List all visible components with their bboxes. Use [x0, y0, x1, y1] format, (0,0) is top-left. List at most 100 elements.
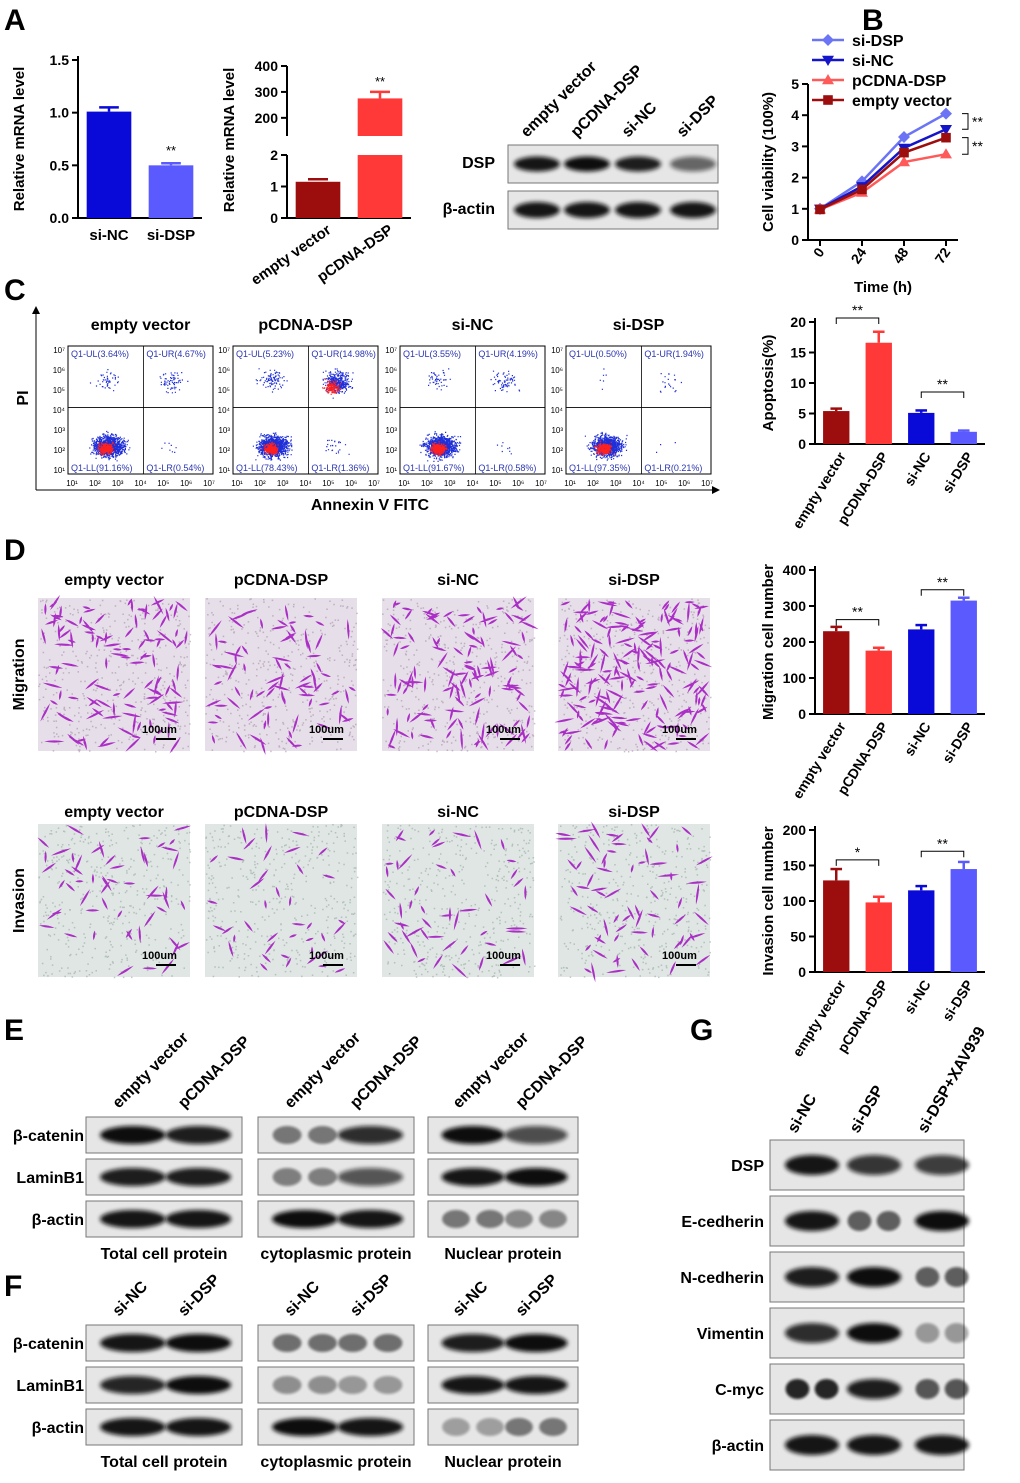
flow-x-tick: 10² [421, 479, 433, 488]
y-tick-label: 100 [783, 893, 807, 909]
data-point [940, 148, 952, 159]
flow-y-tick: 10⁷ [218, 346, 230, 355]
flow-y-tick: 10² [218, 446, 230, 455]
y-tick-label: 5 [791, 76, 799, 92]
x-axis-label: Time (h) [854, 279, 912, 296]
blot-caption: Total cell protein [101, 1246, 228, 1263]
row-label: β-actin [443, 201, 495, 218]
bar-lower-part [357, 155, 403, 218]
blot-band [337, 1210, 404, 1228]
flow-plot-title: empty vector [91, 317, 191, 334]
lane-label: si-DSP [674, 92, 723, 141]
quadrant-ul: Q1-UL(0.50%) [569, 349, 627, 359]
blot-band [847, 1379, 901, 1399]
flow-x-tick: 10⁴ [632, 479, 645, 488]
flow-x-tick: 10³ [277, 479, 289, 488]
blot-band [785, 1211, 839, 1231]
lane-label: si-NC [450, 1278, 492, 1320]
flow-x-tick: 10⁷ [701, 479, 713, 488]
lane-label: si-NC [110, 1278, 152, 1320]
blot-band [476, 1210, 504, 1228]
y-axis-label: Invasion cell number [760, 826, 777, 975]
transwell-image: pCDNA-DSP 100um [205, 804, 359, 978]
y-axis-label: Relative mRNA level [11, 67, 28, 212]
flow-y-tick: 10⁷ [385, 346, 397, 355]
y-tick-label: 1.0 [50, 105, 70, 121]
row-label: β-catenin [13, 1336, 84, 1353]
y-tick-label: 300 [255, 84, 279, 100]
legend-label: pCDNA-DSP [852, 73, 947, 90]
membrane-background [205, 824, 357, 977]
quadrant-ul: Q1-UL(5.23%) [236, 349, 294, 359]
bar [908, 629, 935, 714]
bar [950, 869, 977, 972]
flow-x-tick: 10⁶ [180, 479, 192, 488]
blot-band [847, 1435, 901, 1455]
lane-label: si-DSP [513, 1271, 562, 1320]
flow-y-tick: 10¹ [218, 466, 230, 475]
blot-band [337, 1126, 404, 1144]
membrane-background [382, 824, 534, 977]
x-tick-label: si-NC [89, 227, 128, 244]
transwell-image: empty vector 100um [37, 804, 192, 979]
data-point [823, 95, 833, 105]
panel-letter-g: G [690, 1014, 713, 1047]
data-point [898, 156, 910, 167]
scale-bar-label: 100um [142, 724, 177, 736]
blot-band [100, 1418, 166, 1436]
blot-band [915, 1379, 940, 1399]
data-point [815, 204, 825, 215]
y-tick-label: 10 [790, 375, 806, 391]
row-label: Vimentin [697, 1326, 764, 1343]
membrane-background [558, 824, 710, 977]
blot-band [785, 1323, 839, 1343]
scale-bar-label: 100um [662, 950, 697, 962]
blot-band [337, 1168, 404, 1186]
row-label: C-myc [715, 1382, 764, 1399]
flow-dots [97, 441, 116, 456]
transwell-images-d: Migration empty vector 100um pCDNA-DSP 100um… [11, 572, 713, 983]
scale-bar-label: 100um [309, 950, 344, 962]
flow-y-tick: 10⁶ [218, 366, 230, 375]
flow-plot-frame [399, 345, 546, 475]
blot-band [373, 1376, 403, 1394]
blot-band [337, 1418, 404, 1436]
flow-plot-frame [565, 345, 712, 475]
flow-y-tick: 10⁶ [385, 366, 397, 375]
y-tick-label: 300 [783, 598, 807, 614]
flow-x-tick: 10⁷ [535, 479, 547, 488]
blot-band [476, 1418, 504, 1436]
western-blot-f: β-catenin LaminB1 β-actin si-NC si-DSP Total … [13, 1271, 579, 1471]
x-tick-label: 24 [847, 244, 869, 266]
blot-band [442, 1210, 470, 1228]
quadrant-lr: Q1-LR(0.21%) [644, 463, 702, 473]
data-point [941, 132, 951, 143]
blot-band [814, 1379, 839, 1399]
transwell-image: si-NC 100um [380, 572, 539, 753]
quadrant-ll: Q1-LL(91.67%) [403, 463, 465, 473]
lane-label: si-NC [785, 1091, 821, 1136]
transwell-image: empty vector 100um [38, 572, 192, 754]
flow-plot-frame [232, 345, 379, 475]
blot-band [441, 1376, 505, 1394]
y-tick-label: 0.5 [50, 157, 70, 173]
flow-dots [89, 369, 119, 392]
flow-plot-title: si-NC [452, 317, 494, 334]
flow-x-tick: 10⁶ [678, 479, 690, 488]
flow-x-tick: 10⁷ [203, 479, 215, 488]
flow-x-tick: 10³ [444, 479, 456, 488]
flow-y-tick: 10¹ [551, 466, 563, 475]
blot-caption: cytoplasmic protein [260, 1454, 411, 1471]
blot-caption: cytoplasmic protein [260, 1246, 411, 1263]
flow-y-tick: 10³ [385, 426, 397, 435]
data-point [940, 107, 952, 120]
flow-y-tick: 10⁷ [551, 346, 563, 355]
significance-bracket [962, 113, 969, 130]
blot-band [514, 202, 560, 218]
flow-x-tick: 10³ [112, 479, 124, 488]
row-label: β-actin [712, 1438, 764, 1455]
flow-x-tick: 10⁵ [489, 479, 501, 488]
